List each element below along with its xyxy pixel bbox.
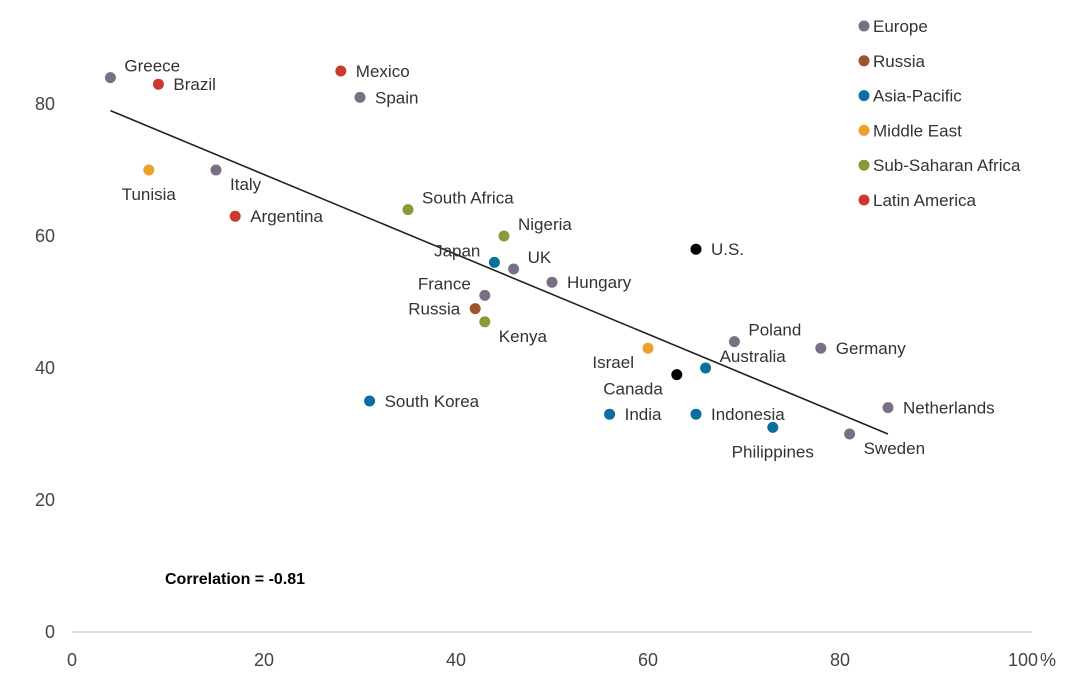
point-label: Mexico [356, 62, 410, 81]
point-label: Philippines [732, 442, 814, 461]
point-label: Argentina [250, 207, 323, 226]
point-label: Tunisia [122, 185, 177, 204]
data-point [479, 289, 491, 301]
x-tick-label: 80 [830, 650, 850, 670]
data-point [844, 428, 856, 440]
legend-label: Asia-Pacific [873, 87, 962, 106]
y-axis-ticks: 0 20 40 60 80 [35, 94, 55, 642]
point-label: Germany [836, 339, 906, 358]
x-tick-label: 100% [1008, 650, 1056, 670]
point-label: Australia [720, 347, 787, 366]
x-unit-suffix: % [1040, 650, 1056, 670]
data-point [642, 342, 654, 354]
data-point [498, 230, 510, 242]
legend-label: Middle East [873, 121, 962, 140]
point-label: Nigeria [518, 215, 572, 234]
data-point [690, 408, 702, 420]
x-axis-ticks: 0 20 40 60 80 100% [67, 650, 1056, 670]
data-point [700, 362, 712, 374]
data-point [335, 65, 347, 77]
legend-marker [858, 90, 870, 102]
point-label: Netherlands [903, 399, 995, 418]
point-label: Italy [230, 175, 262, 194]
data-point [546, 276, 558, 288]
legend-marker [858, 124, 870, 136]
point-label: Japan [434, 241, 480, 260]
point-label: France [418, 274, 471, 293]
data-point [604, 408, 616, 420]
data-point [882, 402, 894, 414]
legend-label: Latin America [873, 191, 977, 210]
legend-marker [858, 159, 870, 171]
point-label: Sweden [864, 439, 925, 458]
data-point [690, 243, 702, 255]
y-tick-label: 80 [35, 94, 55, 114]
data-point [508, 263, 520, 275]
data-point [488, 256, 500, 268]
x-tick-label: 40 [446, 650, 466, 670]
data-point [815, 342, 827, 354]
data-point [354, 91, 366, 103]
point-label: South Africa [422, 189, 514, 208]
point-label: UK [528, 248, 552, 267]
data-point [671, 369, 683, 381]
data-point [479, 316, 491, 328]
x-tick-label: 60 [638, 650, 658, 670]
legend-label: Russia [873, 52, 926, 71]
point-label: Greece [124, 57, 180, 76]
data-point [364, 395, 376, 407]
x-tick-label: 20 [254, 650, 274, 670]
legend: Europe Russia Asia-Pacific Middle East Sub-S… [858, 17, 1021, 210]
point-label: Hungary [567, 273, 632, 292]
point-label: Brazil [173, 75, 216, 94]
point-label: Spain [375, 88, 418, 107]
data-point [104, 72, 116, 84]
data-point [402, 204, 414, 216]
data-point [767, 421, 779, 433]
data-point [728, 336, 740, 348]
point-label: Russia [408, 300, 461, 319]
data-point [152, 78, 164, 90]
y-tick-label: 40 [35, 358, 55, 378]
legend-label: Europe [873, 17, 928, 36]
point-label: India [625, 405, 662, 424]
data-point [229, 210, 241, 222]
legend-marker [858, 55, 870, 67]
data-point [469, 303, 481, 315]
y-tick-label: 0 [45, 622, 55, 642]
data-point [143, 164, 155, 176]
legend-marker [858, 194, 870, 206]
y-tick-label: 20 [35, 490, 55, 510]
point-label: Canada [603, 380, 663, 399]
point-label: U.S. [711, 240, 744, 259]
x-tick-label: 0 [67, 650, 77, 670]
y-tick-label: 60 [35, 226, 55, 246]
point-label: South Korea [385, 392, 480, 411]
legend-label: Sub-Saharan Africa [873, 156, 1021, 175]
trendline [110, 109, 889, 435]
point-label: Poland [748, 321, 801, 340]
point-label: Indonesia [711, 405, 785, 424]
correlation-annotation: Correlation = -0.81 [165, 571, 305, 588]
data-point [210, 164, 222, 176]
point-label: Israel [592, 353, 634, 372]
point-label: Kenya [499, 327, 548, 346]
legend-marker [858, 20, 870, 32]
